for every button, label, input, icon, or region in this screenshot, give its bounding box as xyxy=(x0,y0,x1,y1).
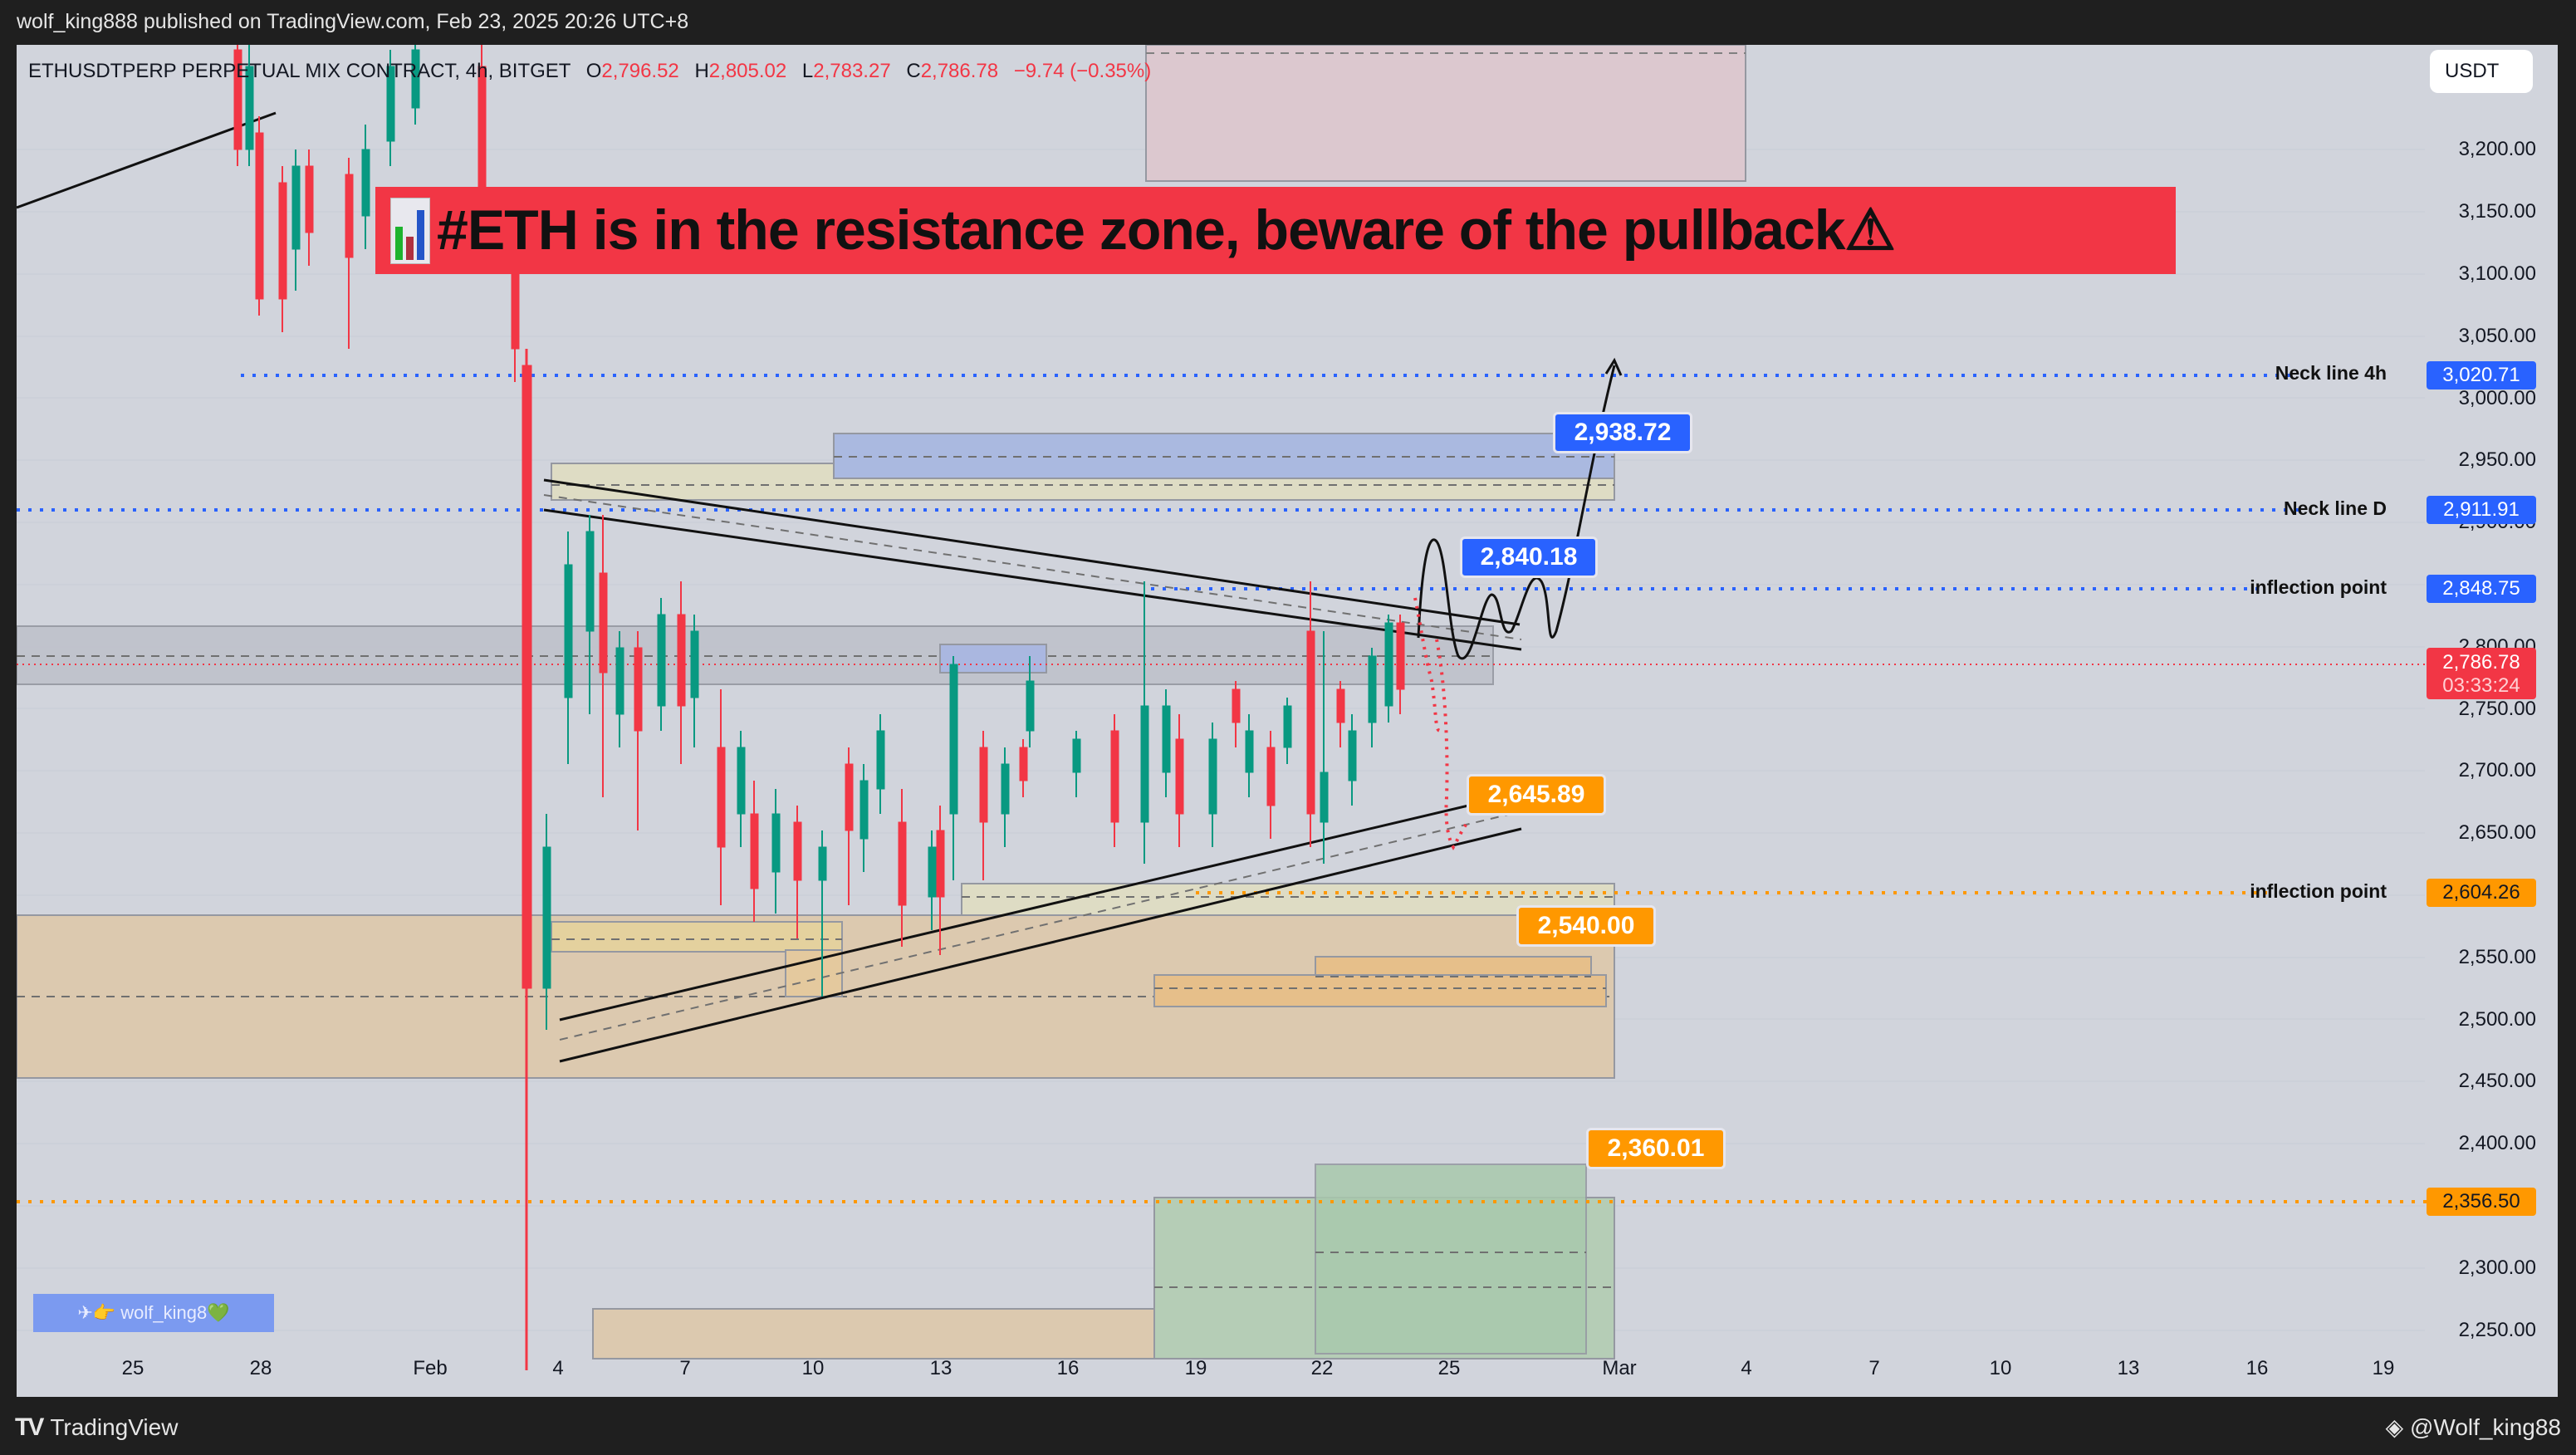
neck-line-d-tag: 2,911.91 xyxy=(2427,496,2536,524)
open-value: 2,796.52 xyxy=(601,60,679,82)
inflection-lower-tag: 2,604.26 xyxy=(2427,879,2536,907)
callout-2540[interactable]: 2,540.00 xyxy=(1516,905,1656,947)
callout-2645[interactable]: 2,645.89 xyxy=(1467,774,1606,816)
chart-canvas[interactable] xyxy=(17,45,2558,1397)
publish-bar: wolf_king888 published on TradingView.co… xyxy=(0,0,2576,43)
bar-chart-icon xyxy=(390,197,430,264)
chart-pane[interactable]: ETHUSDTPERP PERPETUAL MIX CONTRACT, 4h, … xyxy=(17,45,2558,1397)
callout-2840[interactable]: 2,840.18 xyxy=(1460,536,1598,578)
candles xyxy=(233,45,1405,1370)
author-watermark: ✈👉 wolf_king8💚 xyxy=(33,1294,274,1332)
support-tag: 2,356.50 xyxy=(2427,1188,2536,1216)
binance-icon: ◈ xyxy=(2385,1414,2404,1440)
tradingview-logo[interactable]: TV TradingView xyxy=(15,1413,179,1441)
neck-line-d-label: Neck line D xyxy=(2284,497,2387,519)
close-value: 2,786.78 xyxy=(920,60,999,82)
callout-2938[interactable]: 2,938.72 xyxy=(1553,412,1692,453)
inflection-lower-label: inflection point xyxy=(2250,880,2387,902)
low-value: 2,783.27 xyxy=(813,60,891,82)
publish-info: wolf_king888 published on TradingView.co… xyxy=(17,10,689,33)
bar-countdown: 03:33:24 xyxy=(2442,674,2520,697)
neck-line-4h-tag: 3,020.71 xyxy=(2427,361,2536,389)
neck-line-4h-label: Neck line 4h xyxy=(2275,362,2387,384)
headline-text: #ETH is in the resistance zone, beware o… xyxy=(437,198,1896,262)
time-axis[interactable]: 25 28 Feb 4 7 10 13 16 19 22 25 Mar 4 7 … xyxy=(121,1357,2395,1379)
headline-banner: #ETH is in the resistance zone, beware o… xyxy=(375,187,2176,274)
currency-button[interactable]: USDT xyxy=(2430,50,2533,93)
inflection-upper-label: inflection point xyxy=(2250,576,2387,598)
callout-2360[interactable]: 2,360.01 xyxy=(1586,1128,1726,1169)
last-price: 2,786.78 xyxy=(2442,651,2520,674)
last-price-tag: 2,786.78 03:33:24 xyxy=(2427,648,2536,699)
author-handle: ◈ @Wolf_king88 xyxy=(2385,1414,2561,1440)
inflection-upper-tag: 2,848.75 xyxy=(2427,575,2536,603)
high-value: 2,805.02 xyxy=(708,60,787,82)
footer: TV TradingView ◈ @Wolf_king88 xyxy=(0,1404,2576,1455)
change-value: −9.74 (−0.35%) xyxy=(1013,60,1152,82)
tv-logo-icon: TV xyxy=(15,1413,44,1441)
symbol-name[interactable]: ETHUSDTPERP PERPETUAL MIX CONTRACT, 4h, … xyxy=(28,60,571,82)
ohlc-legend: ETHUSDTPERP PERPETUAL MIX CONTRACT, 4h, … xyxy=(28,60,1152,82)
